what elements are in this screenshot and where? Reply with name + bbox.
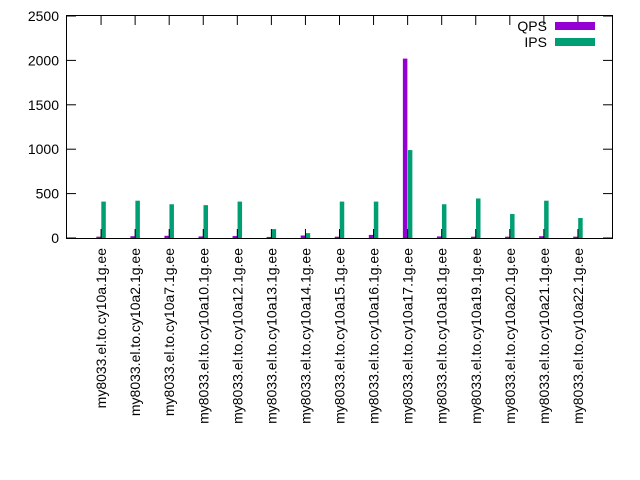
bar-qps [232,236,238,238]
bar-qps [334,236,340,238]
bar-ips [169,204,174,238]
x-tick-label: my8033.el.to.cy10a.1g.ee [93,248,109,409]
x-tick-label: my8033.el.to.cy10a20.1g.ee [502,248,518,424]
bar-ips [544,200,549,238]
bar-qps [539,236,544,238]
bar-qps [368,234,374,238]
y-tick-label: 500 [36,186,60,202]
bar-ips [407,150,413,238]
bar-ips [203,205,208,238]
bar-ips [510,214,515,238]
x-tick-label: my8033.el.to.cy10a15.1g.ee [332,248,348,424]
x-tick-label: my8033.el.to.cy10a17.1g.ee [400,248,416,424]
bar-ips [271,229,277,238]
y-tick-label: 1000 [28,141,59,157]
bar-qps [130,236,135,238]
x-tick-label: my8033.el.to.cy10a18.1g.ee [434,248,450,424]
bar-qps [402,58,408,239]
x-tick-label: my8033.el.to.cy10a2.1g.ee [127,248,143,416]
bar-qps [164,235,169,238]
x-tick-label: my8033.el.to.cy10a13.1g.ee [263,248,279,424]
bar-ips [135,200,140,238]
x-tick-label: my8033.el.to.cy10a21.1g.ee [536,248,552,424]
bar-qps [436,236,442,238]
y-axis-ticks: 0 500 1000 1500 2000 2500 [28,8,612,246]
y-tick-label: 2000 [28,52,59,68]
y-tick-label: 0 [51,230,59,246]
x-tick-label: my8033.el.to.cy10a12.1g.ee [229,248,245,424]
x-tick-label: my8033.el.to.cy10a7.1g.ee [161,248,177,416]
bar-qps [96,236,101,238]
y-tick-label: 2500 [28,8,59,24]
bar-ips [476,198,481,238]
legend-label-ips: IPS [524,34,547,50]
y-tick-label: 1500 [28,97,59,113]
bar-ips [339,201,345,238]
x-axis-ticks: my8033.el.to.cy10a.1g.ee my8033.el.to.cy1… [93,16,586,424]
bar-ips [101,201,106,238]
bar-ips [578,218,583,238]
legend-swatch-ips [555,38,595,46]
chart-bars [96,58,583,239]
x-tick-label: my8033.el.to.cy10a22.1g.ee [570,248,586,424]
x-tick-label: my8033.el.to.cy10a19.1g.ee [468,248,484,424]
plot-frame [66,15,613,239]
x-tick-label: my8033.el.to.cy10a14.1g.ee [297,248,313,424]
x-tick-label: my8033.el.to.cy10a10.1g.ee [195,248,211,424]
bar-qps [266,236,272,238]
legend-swatch-qps [555,22,595,30]
bar-qps [471,236,476,238]
bar-ips [441,204,447,238]
bar-ips [305,233,311,238]
bar-ips [373,201,379,238]
legend-label-qps: QPS [517,18,547,34]
x-tick-label: my8033.el.to.cy10a16.1g.ee [366,248,382,424]
bar-qps [573,236,578,238]
bar-qps [505,236,510,238]
bar-ips [237,201,243,238]
bar-qps [198,236,203,238]
bar-qps [300,235,306,238]
